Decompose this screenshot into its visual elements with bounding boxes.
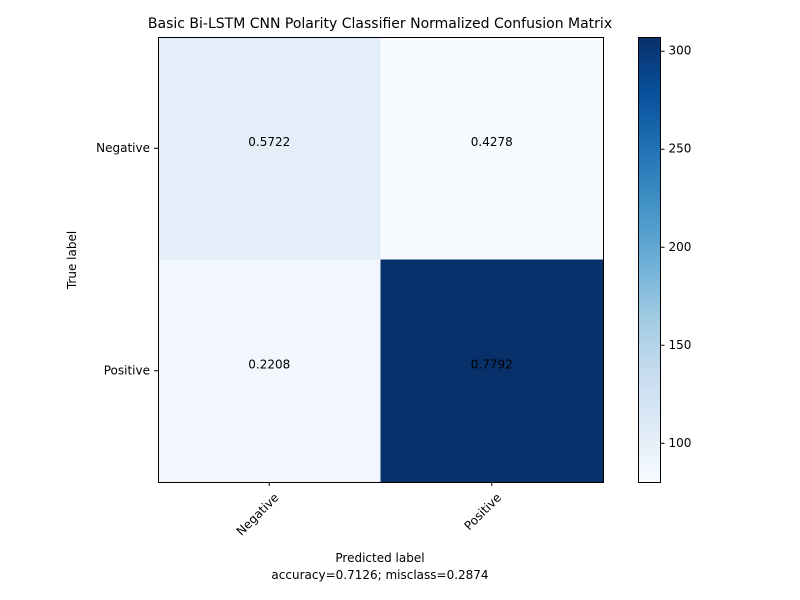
heatmap-cell <box>380 259 604 483</box>
colorbar <box>638 37 661 483</box>
chart-title: Basic Bi-LSTM CNN Polarity Classifier No… <box>148 16 612 32</box>
colorbar-tick-label: 200 <box>669 240 692 254</box>
heatmap-cells: 0.5722 0.4278 0.2208 0.7792 <box>158 37 604 483</box>
colorbar-tick-label: 300 <box>669 44 692 58</box>
colorbar-tick-label: 150 <box>669 338 692 352</box>
heatmap-cell <box>380 37 604 260</box>
colorbar-ticks: 100 150 200 250 300 <box>660 44 692 450</box>
colorbar-tick-label: 250 <box>669 142 692 156</box>
y-axis-label: True label <box>65 231 79 290</box>
y-tick-label: Positive <box>104 363 150 377</box>
cell-value-label: 0.4278 <box>471 135 513 149</box>
plot-frame <box>158 37 604 483</box>
x-axis-label: Predicted label <box>335 551 424 565</box>
cell-value-label: 0.7792 <box>471 357 513 371</box>
cell-value-label: 0.5722 <box>248 135 290 149</box>
heatmap-cell <box>158 259 381 483</box>
x-axis-ticks: Negative Positive <box>234 482 504 538</box>
x-tick-label: Positive <box>461 490 504 533</box>
cell-value-label: 0.2208 <box>248 357 290 371</box>
colorbar-tick-label: 100 <box>669 436 692 450</box>
x-axis-sublabel: accuracy=0.7126; misclass=0.2874 <box>271 568 488 582</box>
y-axis-ticks: Negative Positive <box>96 141 158 377</box>
y-tick-label: Negative <box>96 141 150 155</box>
heatmap-cell <box>158 37 381 260</box>
x-tick-label: Negative <box>234 490 282 538</box>
